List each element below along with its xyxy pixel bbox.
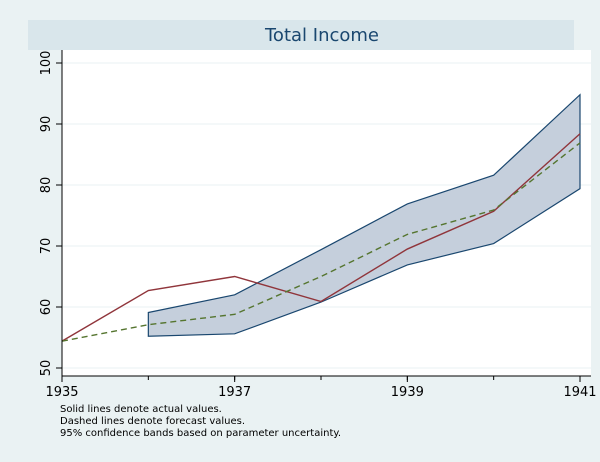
- title-background: [28, 20, 574, 50]
- axes: 50 60 70 80 90 100 1935 1937 1939 1941: [39, 50, 597, 400]
- chart-notes: Solid lines denote actual values. Dashed…: [60, 404, 341, 439]
- y-tick-label: 80: [39, 177, 54, 194]
- x-tick-label: 1935: [45, 385, 78, 400]
- chart-title: Total Income: [264, 25, 379, 46]
- x-tick-label: 1941: [563, 385, 596, 400]
- confidence-band: [147, 93, 581, 337]
- actual-series-line: [61, 133, 581, 342]
- forecast-series-line: [61, 142, 581, 342]
- x-tick-label: 1937: [218, 385, 251, 400]
- y-tick-label: 90: [39, 116, 54, 133]
- note-line-3: 95% confidence bands based on parameter …: [60, 428, 341, 439]
- series-layer: [61, 133, 581, 342]
- note-line-2: Dashed lines denote forecast values.: [60, 416, 245, 427]
- x-tick-label: 1939: [391, 385, 424, 400]
- y-tick-label: 70: [39, 238, 54, 255]
- note-line-1: Solid lines denote actual values.: [60, 404, 222, 415]
- y-tick-label: 60: [39, 299, 54, 316]
- y-tick-label: 50: [39, 360, 54, 377]
- confidence-band-layer: [147, 93, 581, 337]
- y-tick-label: 100: [39, 51, 54, 76]
